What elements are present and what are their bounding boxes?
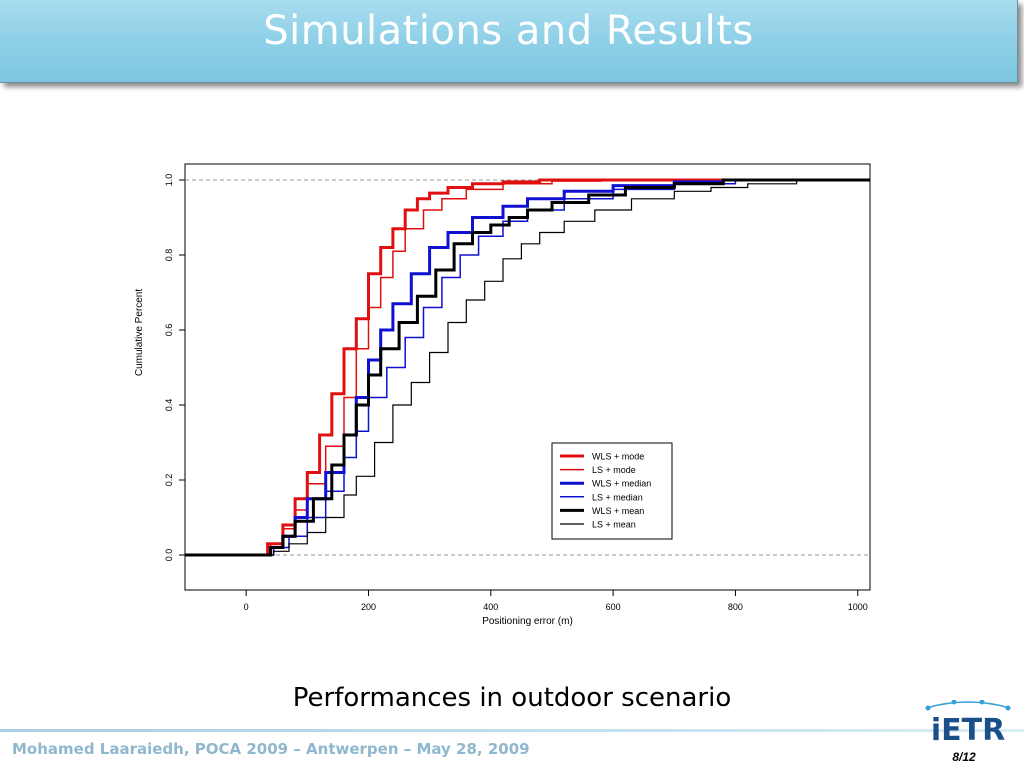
cdf-chart: 0 200 400 600 800 1000 0.0 0.2 0.4 0.6 0.8 1.0 Posit… — [134, 163, 871, 627]
x-tick-label-4: 800 — [728, 602, 743, 612]
series-line-1 — [185, 179, 870, 556]
legend-label-4: WLS + mean — [592, 506, 644, 516]
plot-frame — [184, 163, 871, 591]
ietr-logo: iETR — [925, 700, 1011, 746]
series-line-3 — [185, 179, 870, 556]
x-tick-label-3: 600 — [606, 602, 621, 612]
x-tick-label-1: 200 — [361, 602, 376, 612]
footer-author: Mohamed Laaraiedh, POCA 2009 – Antwerpen… — [12, 740, 530, 758]
legend-label-2: WLS + median — [592, 479, 651, 489]
y-tick-label-4: 0.8 — [164, 249, 174, 262]
legend-label-1: LS + mode — [592, 465, 636, 475]
title-bar: Simulations and Results — [0, 0, 1018, 83]
y-tick-label-0: 0.0 — [164, 549, 174, 562]
y-tick-label-3: 0.6 — [164, 324, 174, 337]
series-line-4 — [185, 178, 870, 557]
slide-title: Simulations and Results — [263, 8, 754, 54]
y-tick-label-1: 0.2 — [164, 474, 174, 487]
legend-label-3: LS + median — [592, 492, 643, 502]
y-tick-label-2: 0.4 — [164, 399, 174, 412]
legend-label-0: WLS + mode — [592, 452, 644, 462]
page-number: 8/12 — [952, 750, 976, 764]
y-tick-label-5: 1.0 — [164, 174, 174, 187]
x-tick-label-2: 400 — [483, 602, 498, 612]
series-line-5 — [185, 179, 870, 556]
x-axis-label: Positioning error (m) — [482, 616, 573, 627]
x-tick-label-5: 1000 — [848, 602, 868, 612]
logo-text: iETR — [931, 713, 1005, 746]
y-axis-label: Cumulative Percent — [134, 289, 145, 376]
footer-divider — [0, 729, 1024, 732]
x-tick-label-0: 0 — [244, 602, 249, 612]
slide-caption: Performances in outdoor scenario — [292, 683, 732, 713]
series-line-2 — [185, 178, 870, 557]
series-line-0 — [185, 178, 870, 557]
legend-box — [551, 442, 673, 540]
legend-label-5: LS + mean — [592, 520, 636, 530]
